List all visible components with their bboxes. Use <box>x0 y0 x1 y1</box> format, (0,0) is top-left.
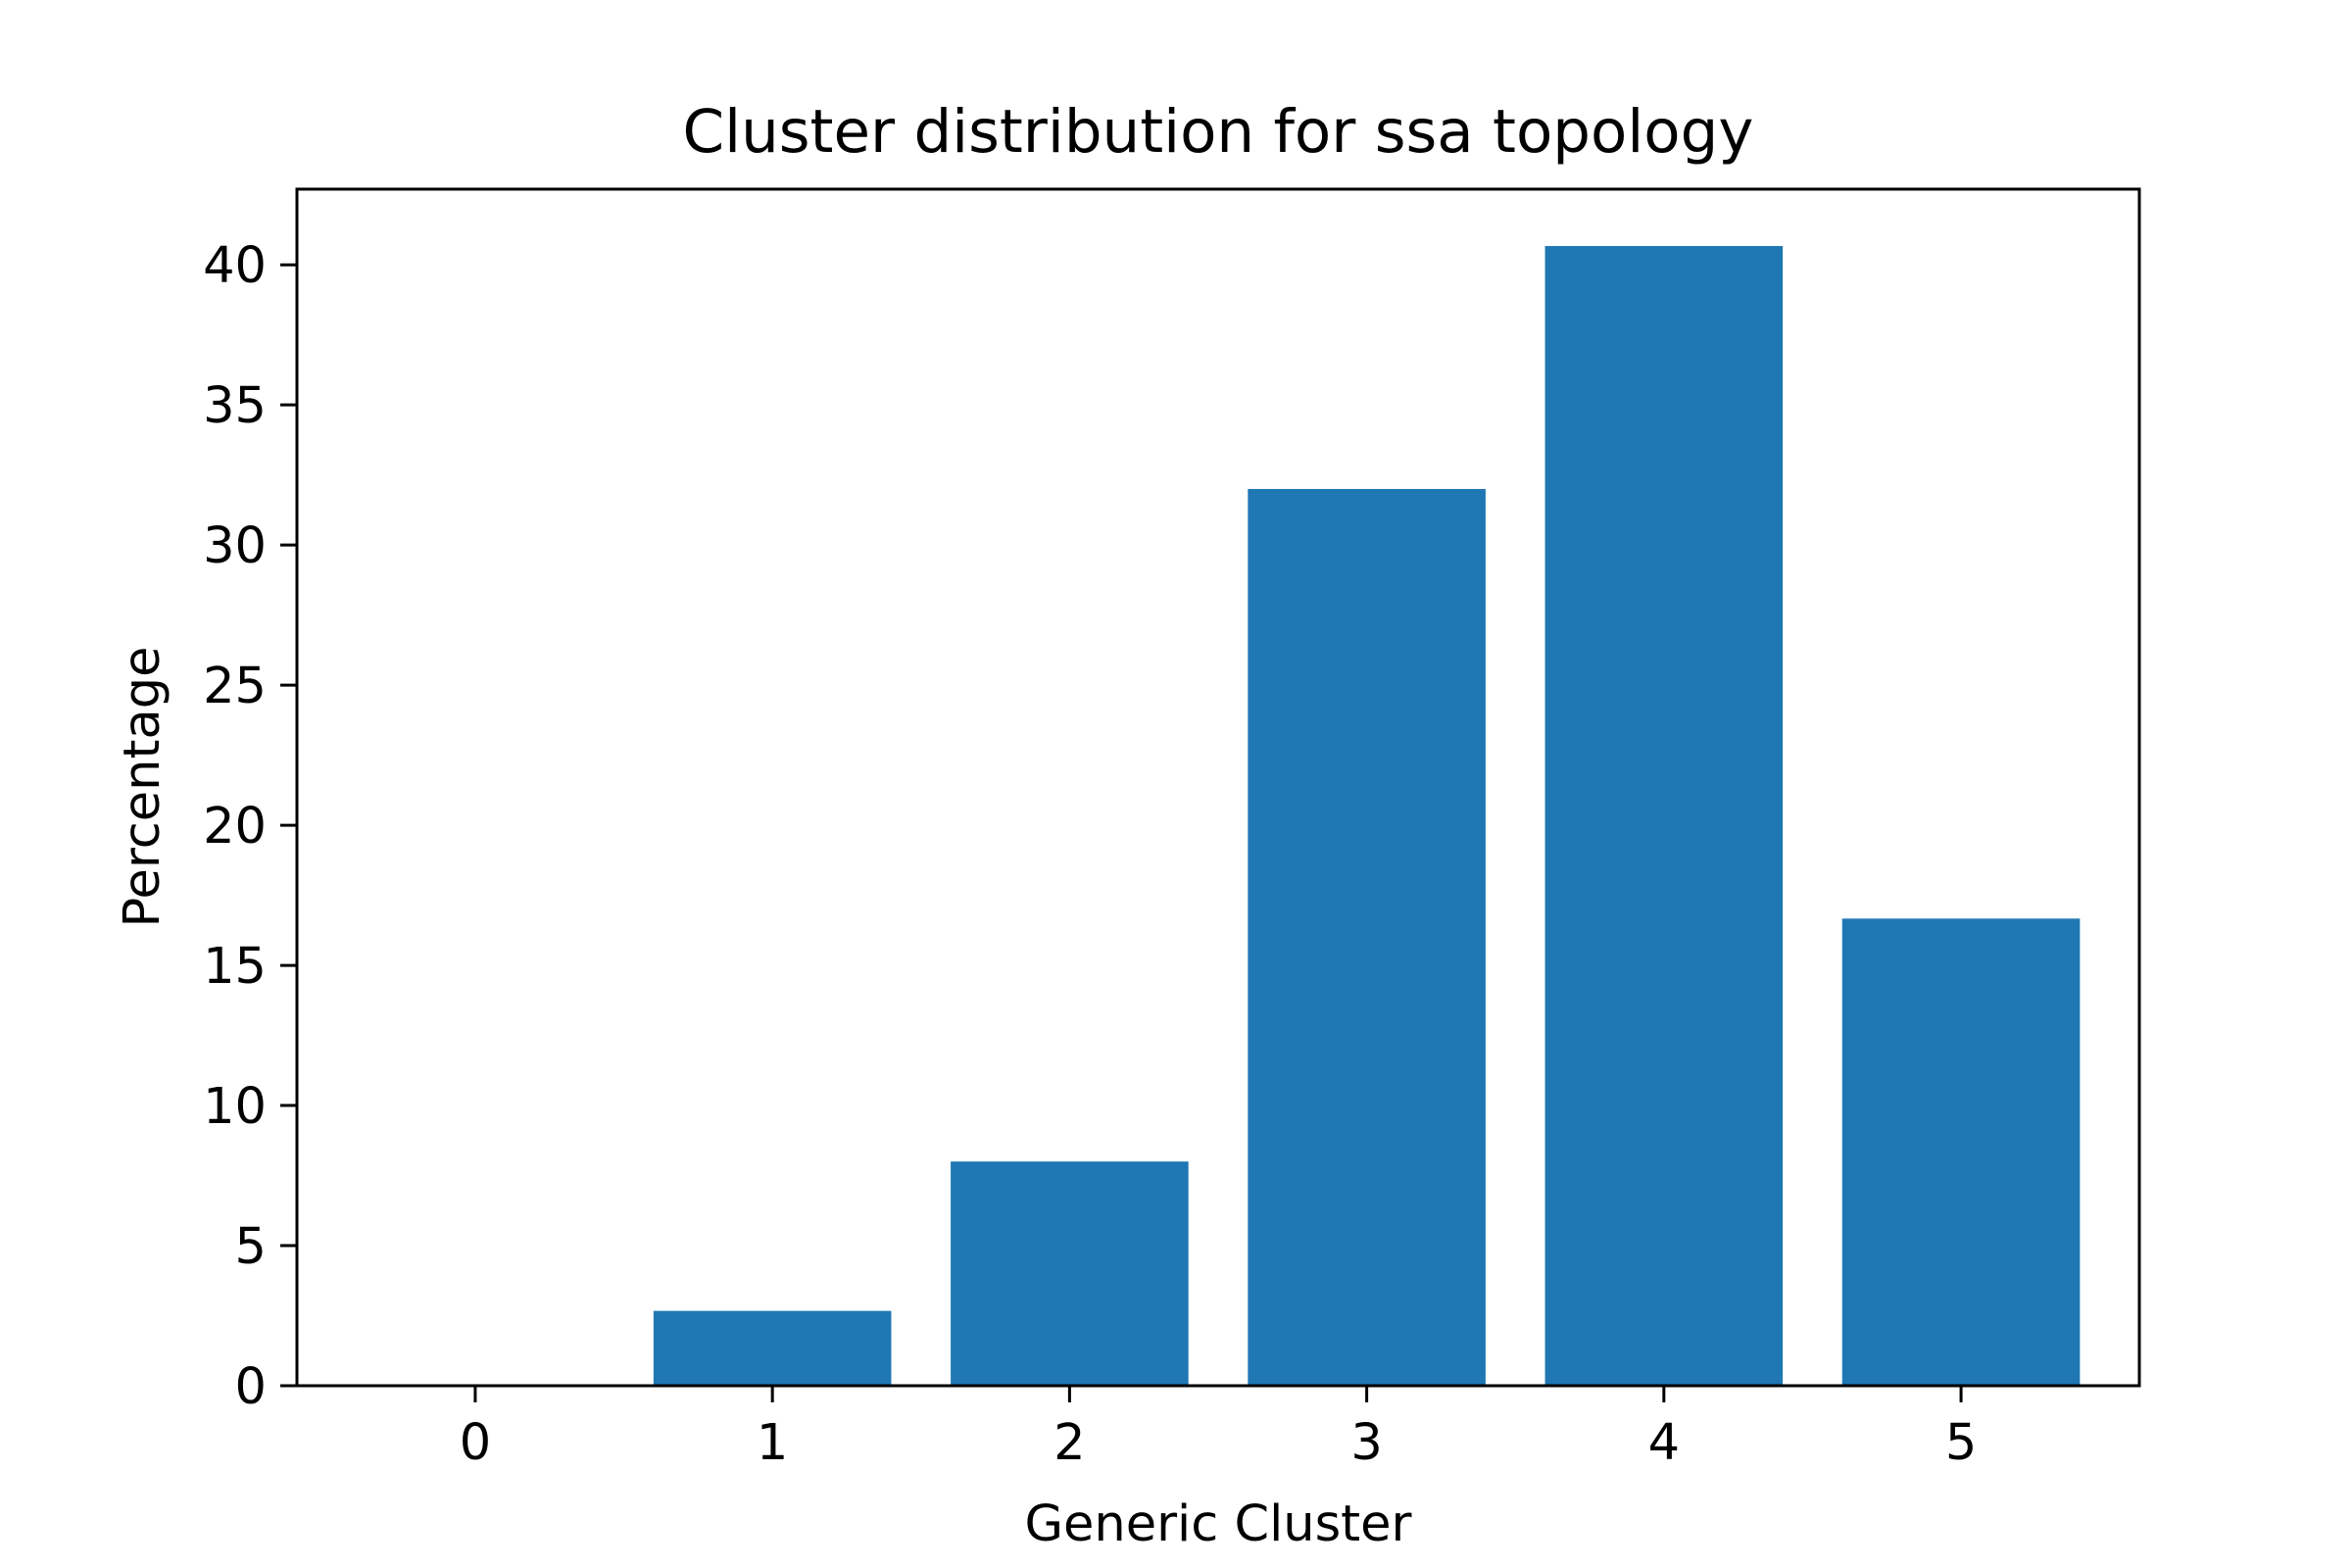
y-tick-label: 30 <box>203 517 267 575</box>
y-tick-label: 35 <box>203 377 267 435</box>
x-tick-label: 1 <box>757 1414 788 1472</box>
bar-5 <box>1841 918 2081 1386</box>
y-tick-label: 15 <box>203 938 267 996</box>
x-tick-label: 5 <box>1945 1414 1977 1472</box>
chart-title: Cluster distribution for ssa topology <box>683 97 1754 167</box>
y-tick-label: 5 <box>235 1218 267 1276</box>
x-tick-label: 2 <box>1054 1414 1085 1472</box>
bar-2 <box>951 1161 1189 1386</box>
y-tick-label: 10 <box>203 1078 267 1136</box>
x-axis-label: Generic Cluster <box>1024 1495 1411 1553</box>
bar-4 <box>1544 246 1784 1386</box>
plot-area-frame <box>295 187 2141 1388</box>
bars-group <box>653 246 2081 1387</box>
x-axis-ticks: 0 1 2 3 4 5 <box>460 1386 1977 1472</box>
y-tick-label: 0 <box>235 1358 267 1416</box>
bar-3 <box>1248 488 1486 1387</box>
y-tick-label: 40 <box>203 237 267 295</box>
x-tick-label: 4 <box>1648 1414 1680 1472</box>
y-axis-ticks: 0 5 10 15 20 25 30 35 40 <box>203 237 297 1416</box>
y-tick-label: 20 <box>203 798 267 856</box>
x-tick-label: 3 <box>1350 1414 1382 1472</box>
bar-1 <box>653 1310 892 1386</box>
y-tick-label: 25 <box>203 658 267 715</box>
x-tick-label: 0 <box>460 1414 491 1472</box>
y-axis-label: Percentage <box>114 647 172 928</box>
